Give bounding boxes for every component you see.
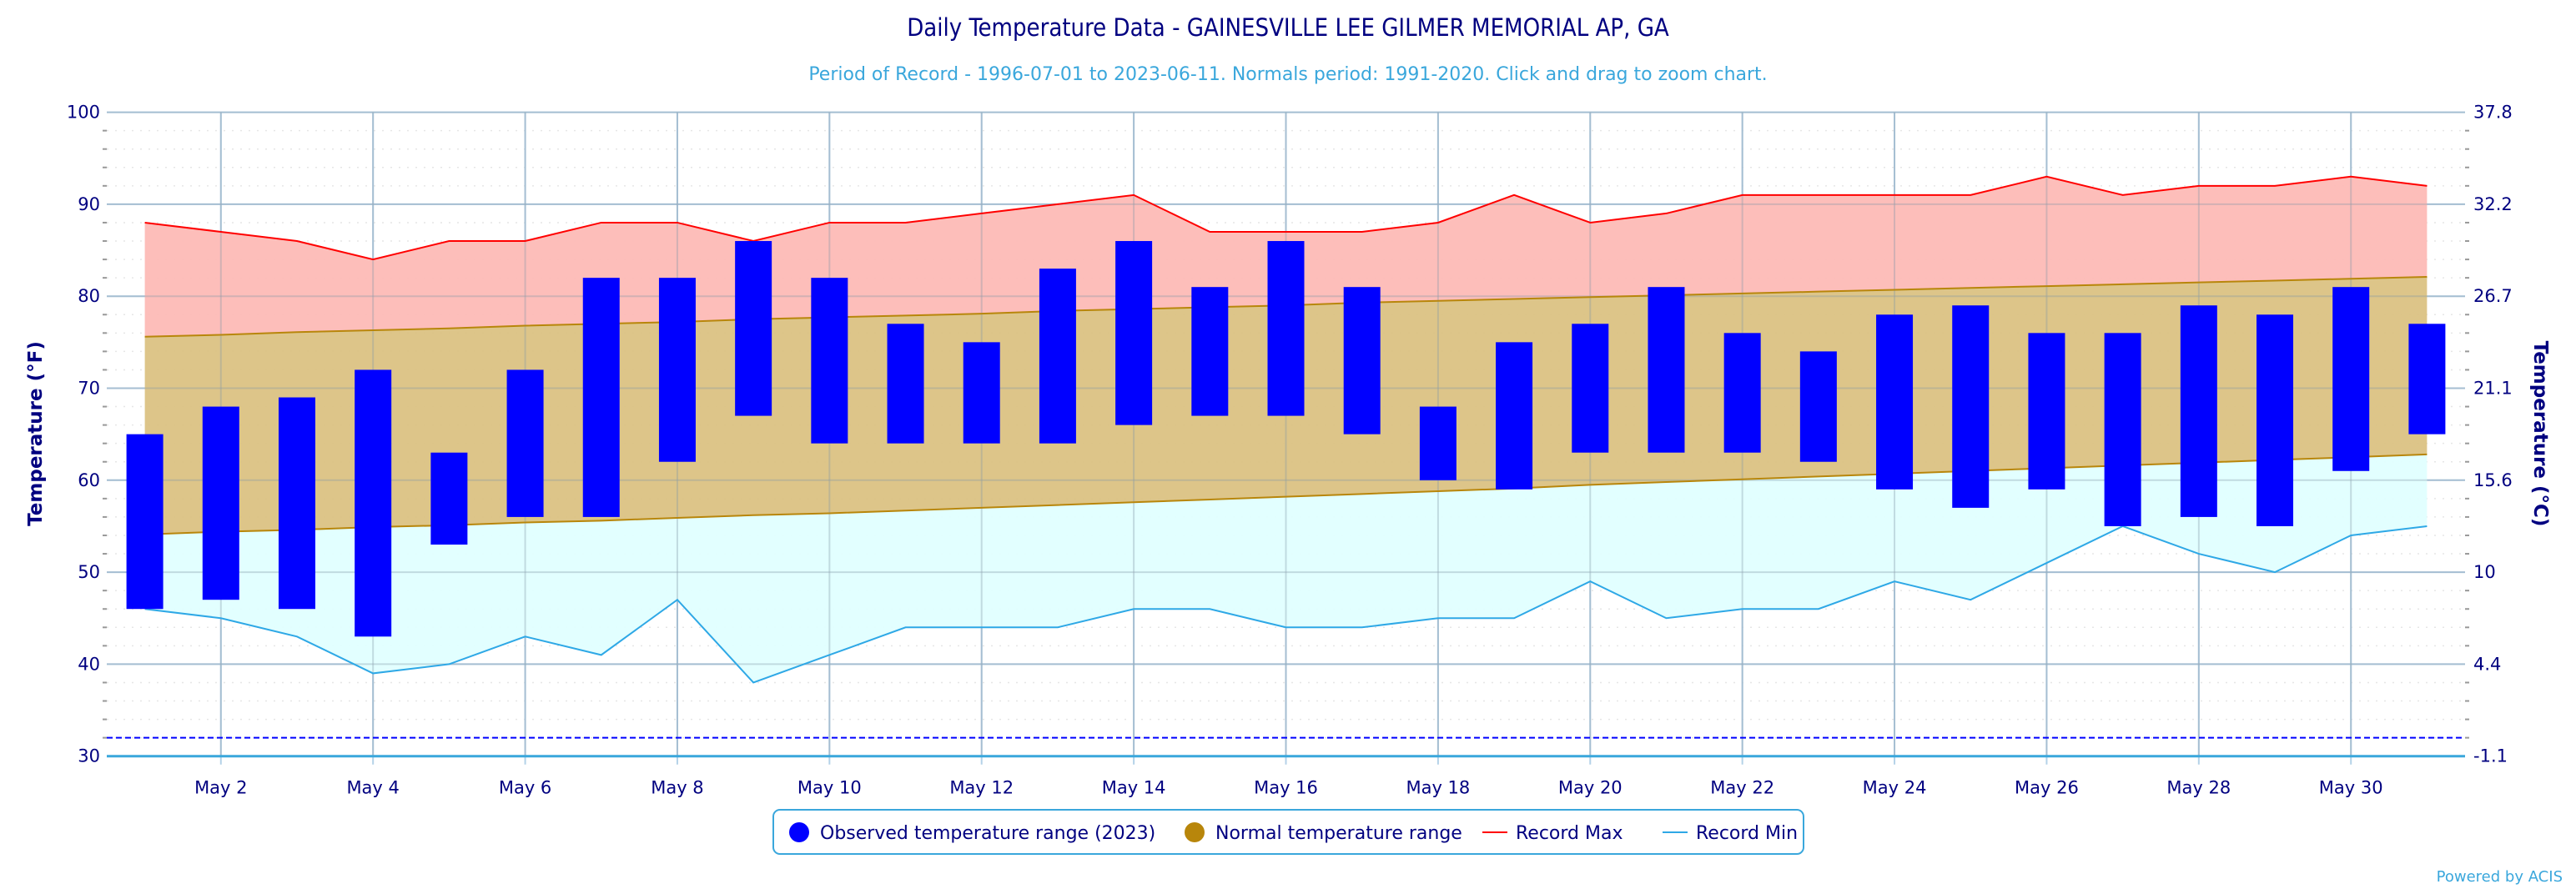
observed-bar[interactable] xyxy=(1343,287,1381,434)
y-tick-label-left: 80 xyxy=(78,286,100,306)
observed-bar[interactable] xyxy=(887,324,924,444)
observed-bar[interactable] xyxy=(2408,324,2446,434)
observed-bar[interactable] xyxy=(1419,406,1457,480)
observed-bar[interactable] xyxy=(430,452,468,545)
observed-circle-icon xyxy=(789,822,809,842)
observed-bar[interactable] xyxy=(963,342,1000,444)
observed-bar[interactable] xyxy=(1648,287,1685,453)
y-tick-label-left: 30 xyxy=(78,746,100,766)
observed-bar[interactable] xyxy=(1723,333,1761,453)
observed-bar[interactable] xyxy=(1952,305,1990,508)
observed-bar[interactable] xyxy=(355,369,392,637)
y-tick-label-left: 40 xyxy=(78,654,100,674)
observed-bar[interactable] xyxy=(202,406,239,600)
y-axis-title-right: Temperature (°C) xyxy=(2529,341,2551,527)
observed-bar[interactable] xyxy=(278,397,315,610)
legend-label: Record Min xyxy=(1696,823,1798,844)
normal-circle-icon xyxy=(1185,822,1205,842)
legend-label: Observed temperature range (2023) xyxy=(820,823,1155,844)
legend-item-record-max[interactable]: Record Max xyxy=(1482,823,1623,844)
observed-bar[interactable] xyxy=(1799,351,1837,462)
y-tick-label-left: 90 xyxy=(78,194,100,214)
observed-bar[interactable] xyxy=(1115,241,1153,425)
y-axis-title-left: Temperature (°F) xyxy=(25,341,47,526)
observed-bars xyxy=(126,241,2446,637)
observed-bar[interactable] xyxy=(2332,287,2370,471)
y-tick-label-left: 50 xyxy=(78,562,100,582)
y-tick-label-left: 60 xyxy=(78,470,100,490)
observed-bar[interactable] xyxy=(1191,287,1229,416)
y-tick-label-right: 32.2 xyxy=(2473,194,2513,214)
x-tick-label: May 16 xyxy=(1254,778,1318,798)
x-tick-label: May 28 xyxy=(2166,778,2231,798)
x-tick-label: May 8 xyxy=(651,778,703,798)
x-tick-label: May 24 xyxy=(1863,778,1927,798)
observed-bar[interactable] xyxy=(735,241,772,416)
observed-bar[interactable] xyxy=(1039,269,1076,444)
y-tick-label-right: 26.7 xyxy=(2473,286,2513,306)
y-tick-label-left: 100 xyxy=(67,103,100,123)
x-tick-label: May 2 xyxy=(194,778,247,798)
observed-bar[interactable] xyxy=(658,278,696,462)
y-tick-label-right: 21.1 xyxy=(2473,379,2513,399)
y-tick-label-right: 4.4 xyxy=(2473,654,2501,674)
x-tick-label: May 26 xyxy=(2015,778,2079,798)
x-tick-label: May 30 xyxy=(2319,778,2383,798)
x-tick-label: May 4 xyxy=(346,778,399,798)
axes: 30 -1.1 40 4.4 50 10 60 15.6 70 21.1 80 26.7 90 32.2 1… xyxy=(67,103,2513,798)
record-min-line xyxy=(144,525,2428,684)
legend-box xyxy=(772,809,1804,855)
x-tick-label: May 14 xyxy=(1102,778,1166,798)
legend: Observed temperature range (2023) Normal… xyxy=(772,809,1804,855)
legend-label: Record Max xyxy=(1516,823,1623,844)
x-tick-label: May 6 xyxy=(499,778,551,798)
observed-bar[interactable] xyxy=(2257,314,2294,526)
x-tick-label: May 22 xyxy=(1710,778,1774,798)
x-tick-label: May 10 xyxy=(797,778,862,798)
x-tick-label: May 20 xyxy=(1558,778,1623,798)
y-tick-label-right: 37.8 xyxy=(2473,103,2513,123)
legend-item-observed[interactable]: Observed temperature range (2023) xyxy=(789,822,1155,844)
legend-label: Normal temperature range xyxy=(1215,823,1462,844)
y-tick-label-right: 10 xyxy=(2473,562,2496,582)
observed-bar[interactable] xyxy=(2028,333,2065,490)
observed-bar[interactable] xyxy=(126,434,164,610)
y-tick-label-right: 15.6 xyxy=(2473,470,2513,490)
chart-subtitle: Period of Record - 1996-07-01 to 2023-06… xyxy=(808,64,1767,85)
record-min-area xyxy=(144,454,2428,683)
observed-bar[interactable] xyxy=(2180,305,2217,517)
observed-bar[interactable] xyxy=(582,278,620,517)
y-tick-label-left: 70 xyxy=(78,379,100,399)
observed-bar[interactable] xyxy=(1496,342,1533,490)
legend-item-record-min[interactable]: Record Min xyxy=(1663,823,1798,844)
y-tick-label-right: -1.1 xyxy=(2473,746,2508,766)
observed-bar[interactable] xyxy=(1267,241,1305,416)
observed-bar[interactable] xyxy=(1572,324,1609,453)
observed-bar[interactable] xyxy=(2104,333,2141,526)
observed-bar[interactable] xyxy=(506,369,544,517)
record-max-line xyxy=(144,175,2428,261)
x-tick-label: May 18 xyxy=(1406,778,1470,798)
credit-link[interactable]: Powered by ACIS xyxy=(2437,868,2563,886)
x-tick-label: May 12 xyxy=(949,778,1014,798)
observed-bar[interactable] xyxy=(811,278,848,444)
observed-bar[interactable] xyxy=(1876,314,1914,490)
legend-item-normal[interactable]: Normal temperature range xyxy=(1185,822,1462,844)
chart-title: Daily Temperature Data - GAINESVILLE LEE… xyxy=(907,13,1669,42)
